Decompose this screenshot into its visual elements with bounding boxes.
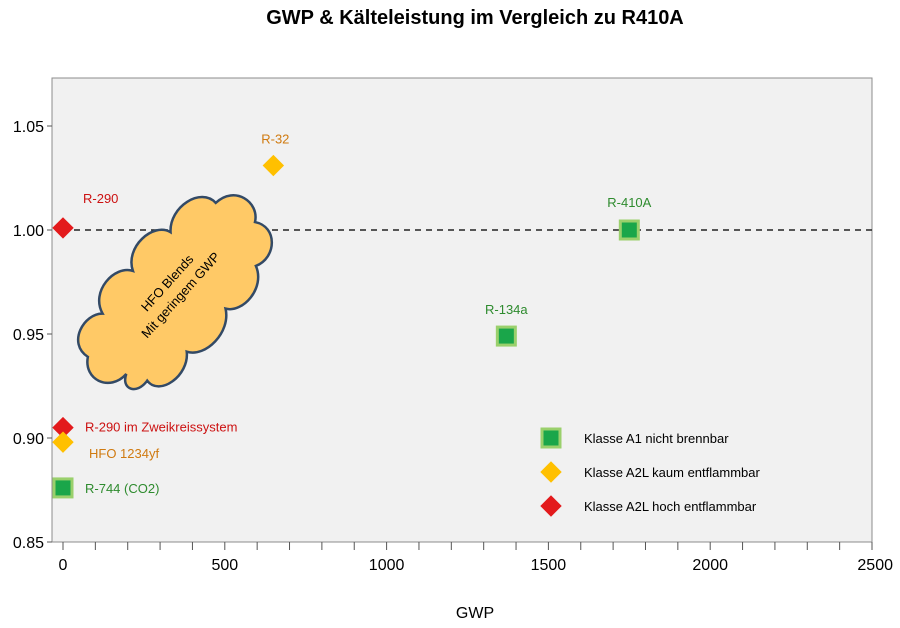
legend-label: Klasse A1 nicht brennbar — [584, 431, 729, 446]
x-tick-label: 2500 — [857, 557, 893, 574]
x-axis: 0 500 1000 1500 2000 2500 — [59, 542, 893, 574]
x-tick-label: 0 — [59, 557, 68, 574]
y-tick-label: 0.95 — [13, 327, 44, 344]
data-point-label: HFO 1234yf — [89, 446, 159, 461]
data-point — [52, 477, 74, 499]
legend-label: Klasse A2L kaum entflammbar — [584, 465, 760, 480]
y-axis: 0.85 0.90 0.95 1.00 1.05 — [13, 119, 52, 552]
chart-title: GWP & Kälteleistung im Vergleich zu R410… — [266, 7, 684, 29]
data-point-label: R-744 (CO2) — [85, 481, 159, 496]
x-axis-label: GWP — [456, 605, 494, 622]
data-point — [495, 325, 517, 347]
data-point-label: R-410A — [607, 195, 651, 210]
hfo-blends-cloud: HFO Blends Mit geringem GWP — [76, 194, 273, 391]
x-tick-label: 2000 — [692, 557, 728, 574]
x-tick-label: 1000 — [369, 557, 405, 574]
legend-marker — [540, 427, 562, 449]
data-point-label: R-32 — [261, 132, 289, 147]
x-tick-label: 1500 — [531, 557, 567, 574]
legend-marker — [540, 461, 562, 483]
y-tick-label: 0.90 — [13, 431, 44, 448]
x-tick-label: 500 — [211, 557, 238, 574]
cloud-shape — [76, 194, 273, 391]
legend: Klasse A1 nicht brennbar Klasse A2L kaum … — [540, 427, 760, 517]
legend-label: Klasse A2L hoch entflammbar — [584, 499, 757, 514]
legend-marker — [540, 495, 562, 517]
data-point-label: R-134a — [485, 302, 528, 317]
y-tick-label: 1.00 — [13, 223, 44, 240]
data-point-label: R-290 — [83, 191, 118, 206]
data-points: R-290 R-32 R-410A R-134a R-290 im Zweikreiss… — [52, 132, 652, 499]
data-point — [52, 217, 74, 239]
y-tick-label: 0.85 — [13, 535, 44, 552]
data-point — [618, 219, 640, 241]
data-point — [262, 154, 285, 177]
y-tick-label: 1.05 — [13, 119, 44, 136]
data-point — [52, 431, 74, 453]
data-point-label: R-290 im Zweikreissystem — [85, 420, 237, 435]
